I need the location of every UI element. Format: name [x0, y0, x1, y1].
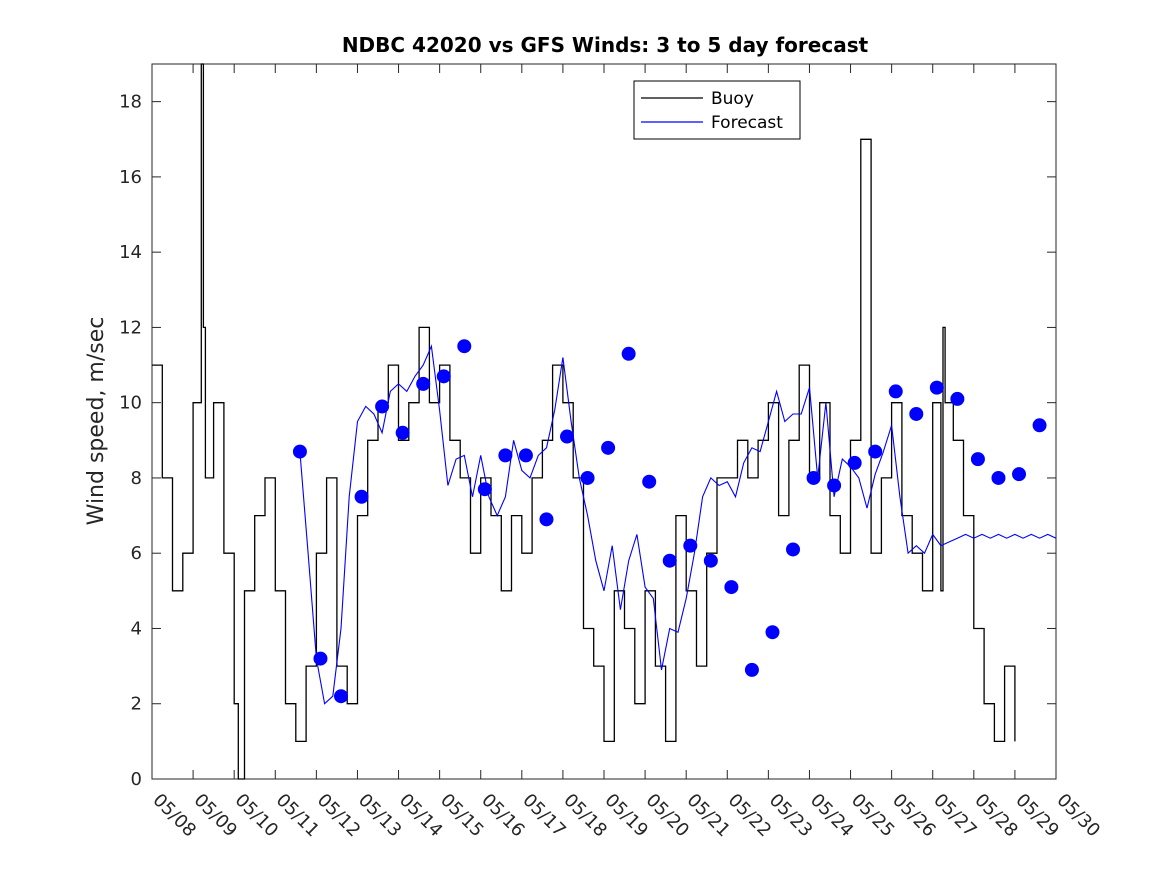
forecast-marker — [354, 489, 369, 504]
forecast-marker — [703, 553, 718, 568]
forecast-marker — [313, 651, 328, 666]
forecast-marker — [498, 448, 513, 463]
legend-forecast-label: Forecast — [711, 113, 783, 133]
forecast-marker — [806, 470, 821, 485]
forecast-markers — [292, 339, 1047, 704]
series-layer — [152, 63, 1057, 780]
y-axis-ticks: 0 2 4 6 8 10 12 14 16 18 — [119, 92, 1056, 790]
forecast-marker — [292, 444, 307, 459]
forecast-marker — [765, 625, 780, 640]
forecast-marker — [436, 369, 451, 384]
forecast-marker — [580, 470, 595, 485]
axes-box — [151, 63, 1057, 780]
forecast-marker — [334, 689, 349, 704]
forecast-marker — [847, 455, 862, 470]
forecast-marker — [601, 440, 616, 455]
y-tick-label: 14 — [119, 242, 142, 263]
forecast-marker — [662, 553, 677, 568]
y-tick-label: 16 — [119, 167, 142, 188]
forecast-marker — [970, 452, 985, 467]
legend-buoy-label: Buoy — [711, 89, 754, 109]
y-tick-label: 0 — [131, 769, 142, 790]
forecast-marker — [539, 512, 554, 527]
y-tick-label: 6 — [131, 543, 142, 564]
forecast-marker — [929, 380, 944, 395]
y-tick-label: 10 — [119, 393, 142, 414]
y-tick-label: 2 — [131, 694, 142, 715]
forecast-marker — [786, 542, 801, 557]
forecast-marker — [991, 470, 1006, 485]
y-tick-label: 18 — [119, 92, 142, 113]
series-line-forecast — [299, 344, 1057, 705]
series-line-buoy — [152, 63, 1016, 780]
forecast-marker — [477, 482, 492, 497]
forecast-marker — [950, 391, 965, 406]
forecast-marker — [868, 444, 883, 459]
forecast-marker — [744, 662, 759, 677]
forecast-marker — [1012, 467, 1027, 482]
forecast-marker — [621, 346, 636, 361]
forecast-marker — [888, 384, 903, 399]
forecast-marker — [642, 474, 657, 489]
legend-box — [633, 80, 801, 140]
legend: Buoy Forecast — [633, 80, 801, 140]
forecast-marker — [724, 580, 739, 595]
y-tick-label: 12 — [119, 317, 142, 338]
y-axis-label: Wind speed, m/sec — [84, 317, 109, 526]
y-tick-label: 8 — [131, 468, 142, 489]
forecast-marker — [827, 478, 842, 493]
forecast-marker — [518, 448, 533, 463]
y-tick-label: 4 — [131, 618, 142, 639]
forecast-marker — [416, 376, 431, 391]
forecast-marker — [457, 339, 472, 354]
forecast-marker — [560, 429, 575, 444]
forecast-marker — [1032, 418, 1047, 433]
forecast-marker — [395, 425, 410, 440]
forecast-marker — [375, 399, 390, 414]
chart-title: NDBC 42020 vs GFS Winds: 3 to 5 day fore… — [342, 33, 869, 57]
forecast-marker — [683, 538, 698, 553]
forecast-marker — [909, 406, 924, 421]
